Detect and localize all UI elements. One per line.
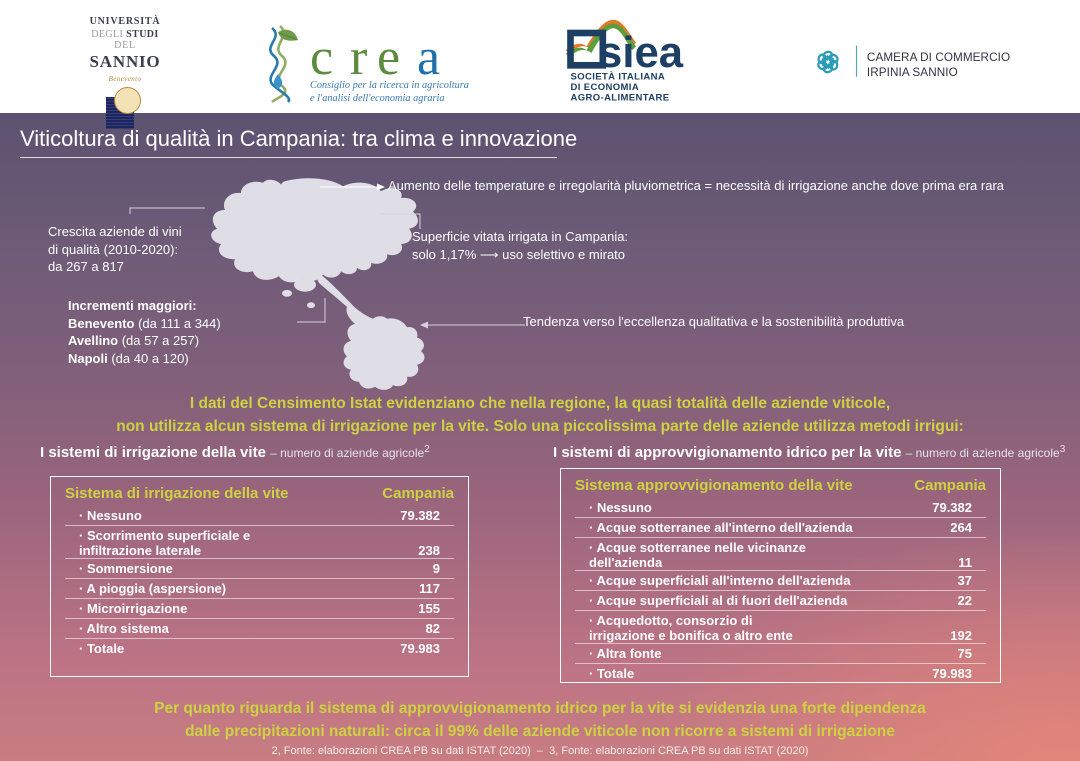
svg-text:AGRO-ALIMENTARE: AGRO-ALIMENTARE bbox=[571, 92, 670, 103]
svg-text:DI ECONOMIA: DI ECONOMIA bbox=[571, 82, 640, 93]
svg-text:r: r bbox=[350, 29, 367, 86]
svg-text:e l'analisi dell'economia a: e l'analisi dell'economia agraria bbox=[310, 93, 445, 104]
svg-text:siea: siea bbox=[598, 28, 684, 77]
svg-text:a: a bbox=[417, 29, 440, 86]
svg-text:SOCIETÀ ITALIANA: SOCIETÀ ITALIANA bbox=[571, 72, 666, 83]
svg-text:c: c bbox=[310, 29, 333, 86]
svg-text:Consiglio per la ricerca in ag: Consiglio per la ricerca in agricoltura bbox=[310, 80, 469, 91]
svg-text:e: e bbox=[377, 29, 400, 86]
svg-text:IRPINIA SANNIO: IRPINIA SANNIO bbox=[867, 66, 958, 79]
svg-text:CAMERA DI COMMERCIO: CAMERA DI COMMERCIO bbox=[867, 51, 1010, 64]
